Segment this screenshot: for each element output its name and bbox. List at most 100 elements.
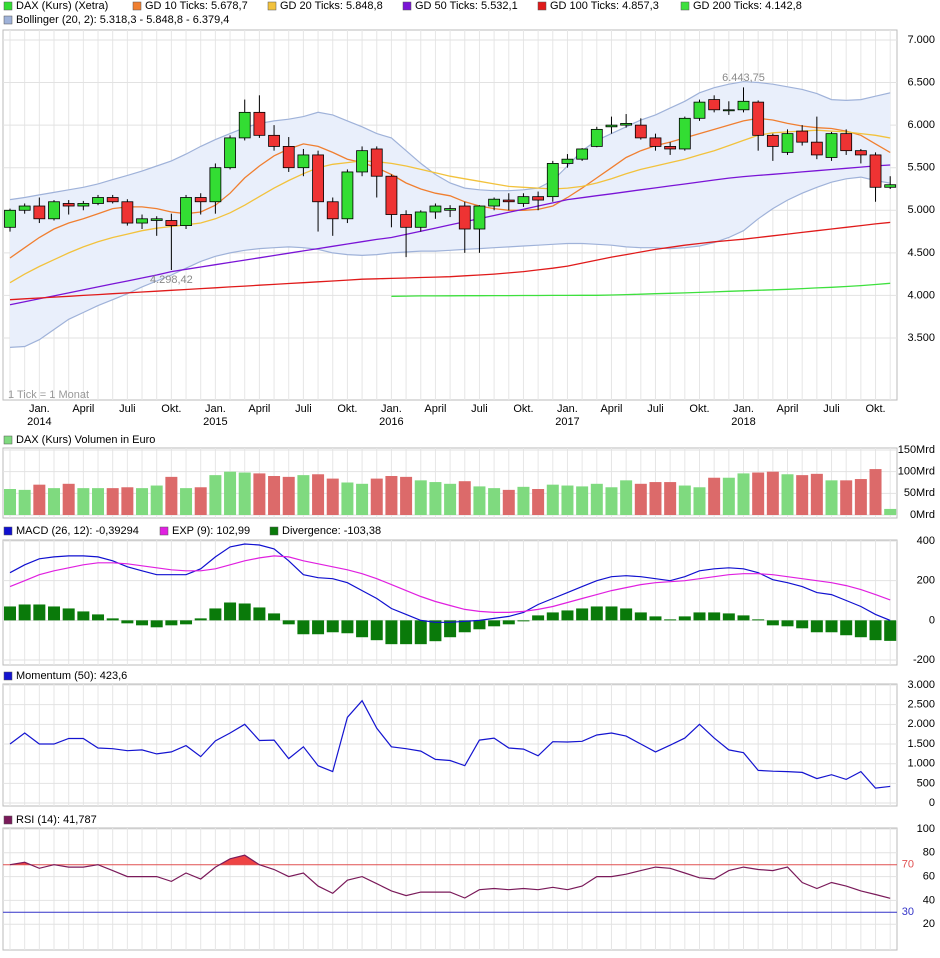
divergence-bar <box>356 620 369 638</box>
candle-body <box>722 109 735 112</box>
legend-swatch <box>3 815 13 825</box>
divergence-bar <box>400 620 413 645</box>
divergence-bar <box>4 606 16 621</box>
y-tick-label: 100Mrd <box>898 466 935 478</box>
volume-bar <box>150 485 163 515</box>
volume-bar <box>576 486 589 515</box>
x-tick-label: April <box>72 403 94 415</box>
divergence-bar <box>33 604 46 621</box>
candle-body <box>620 123 633 126</box>
divergence-bar <box>165 620 178 626</box>
volume-bar <box>605 487 618 515</box>
x-year-label: 2014 <box>27 416 51 428</box>
legend-swatch <box>267 1 277 11</box>
candle-body <box>385 175 398 215</box>
volume-bar <box>810 473 823 515</box>
divergence-bar <box>781 620 794 627</box>
candle-body <box>884 184 897 188</box>
y-tick-label: 50Mrd <box>904 487 935 499</box>
divergence-bar <box>48 606 61 621</box>
divergence-bar <box>869 620 882 641</box>
volume-bar <box>92 488 105 515</box>
bollinger-lower <box>9 176 891 348</box>
divergence-bar <box>92 614 105 621</box>
divergence-bar <box>458 620 471 633</box>
candle-body <box>253 111 266 136</box>
legend-label: GD 20 Ticks: 5.848,8 <box>280 0 383 12</box>
legend-label: GD 200 Ticks: 4.142,8 <box>693 0 802 12</box>
volume-bar <box>326 478 339 515</box>
overbought-area <box>10 855 260 865</box>
volume-bar <box>620 480 633 515</box>
candle-body <box>18 205 31 211</box>
moving-average <box>9 221 891 301</box>
divergence-bar <box>414 620 427 645</box>
candle-body <box>356 150 368 173</box>
low-annotation: 4.298,42 <box>150 274 193 286</box>
divergence-bar <box>297 620 310 635</box>
indicator-line <box>9 555 891 613</box>
y-tick-label: 3.000 <box>907 679 935 691</box>
divergence-bar <box>224 602 237 621</box>
candle-body <box>268 134 280 147</box>
volume-bar <box>180 488 193 515</box>
divergence-bar <box>634 612 647 621</box>
candle-body <box>693 101 706 119</box>
y-tick-label: 4.000 <box>907 289 935 301</box>
candle-body <box>708 99 721 111</box>
candle-body <box>224 137 236 169</box>
candle-body <box>488 198 501 207</box>
x-tick-label: Juli <box>119 403 136 415</box>
volume-bar <box>473 486 486 515</box>
divergence-bar <box>840 620 853 636</box>
x-tick-label: April <box>600 403 622 415</box>
volume-bar <box>121 487 134 515</box>
candle-body <box>444 208 457 211</box>
y-tick-label: 0Mrd <box>910 509 935 521</box>
candle-body <box>590 128 603 147</box>
legend-label: GD 10 Ticks: 5.678,7 <box>145 0 248 12</box>
legend-swatch <box>3 526 13 536</box>
x-tick-label: April <box>777 403 799 415</box>
divergence-bar <box>605 606 618 621</box>
y-tick-label: 6.000 <box>907 119 935 131</box>
level-label: 70 <box>902 859 914 871</box>
legend-swatch <box>3 15 13 25</box>
volume-bar <box>414 480 427 515</box>
x-year-label: 2015 <box>203 416 227 428</box>
x-tick-label: Juli <box>647 403 664 415</box>
divergence-bar <box>664 619 677 621</box>
legend-label: GD 100 Ticks: 4.857,3 <box>550 0 659 12</box>
y-tick-label: 20 <box>923 918 935 930</box>
volume-bar <box>224 471 237 515</box>
x-tick-label: Jan. <box>733 403 754 415</box>
y-tick-label: 2.000 <box>907 718 935 730</box>
volume-bar <box>106 488 119 515</box>
divergence-bar <box>370 620 383 641</box>
candle-body <box>458 205 471 230</box>
volume-bar <box>341 482 354 515</box>
volume-bar <box>165 476 178 515</box>
x-tick-label: Okt. <box>337 403 357 415</box>
candle-body <box>517 196 530 204</box>
y-tick-label: 3.500 <box>907 332 935 344</box>
volume-bar <box>48 488 61 515</box>
divergence-bar <box>312 620 325 635</box>
divergence-bar <box>62 608 75 621</box>
volume-bar <box>869 469 882 515</box>
candle-body <box>546 163 559 198</box>
volume-bar <box>664 482 677 515</box>
candle-body <box>33 205 46 220</box>
candle-body <box>121 201 134 224</box>
candle-body <box>854 150 867 156</box>
y-tick-label: 200 <box>917 575 935 587</box>
divergence-bar <box>796 620 809 629</box>
volume-bar <box>781 474 794 515</box>
level-label: 30 <box>902 906 914 918</box>
volume-bar <box>693 487 706 515</box>
volume-bar <box>194 487 207 515</box>
divergence-bar <box>209 608 222 621</box>
y-tick-label: 7.000 <box>907 34 935 46</box>
candle-body <box>180 197 192 227</box>
divergence-bar <box>517 620 530 622</box>
